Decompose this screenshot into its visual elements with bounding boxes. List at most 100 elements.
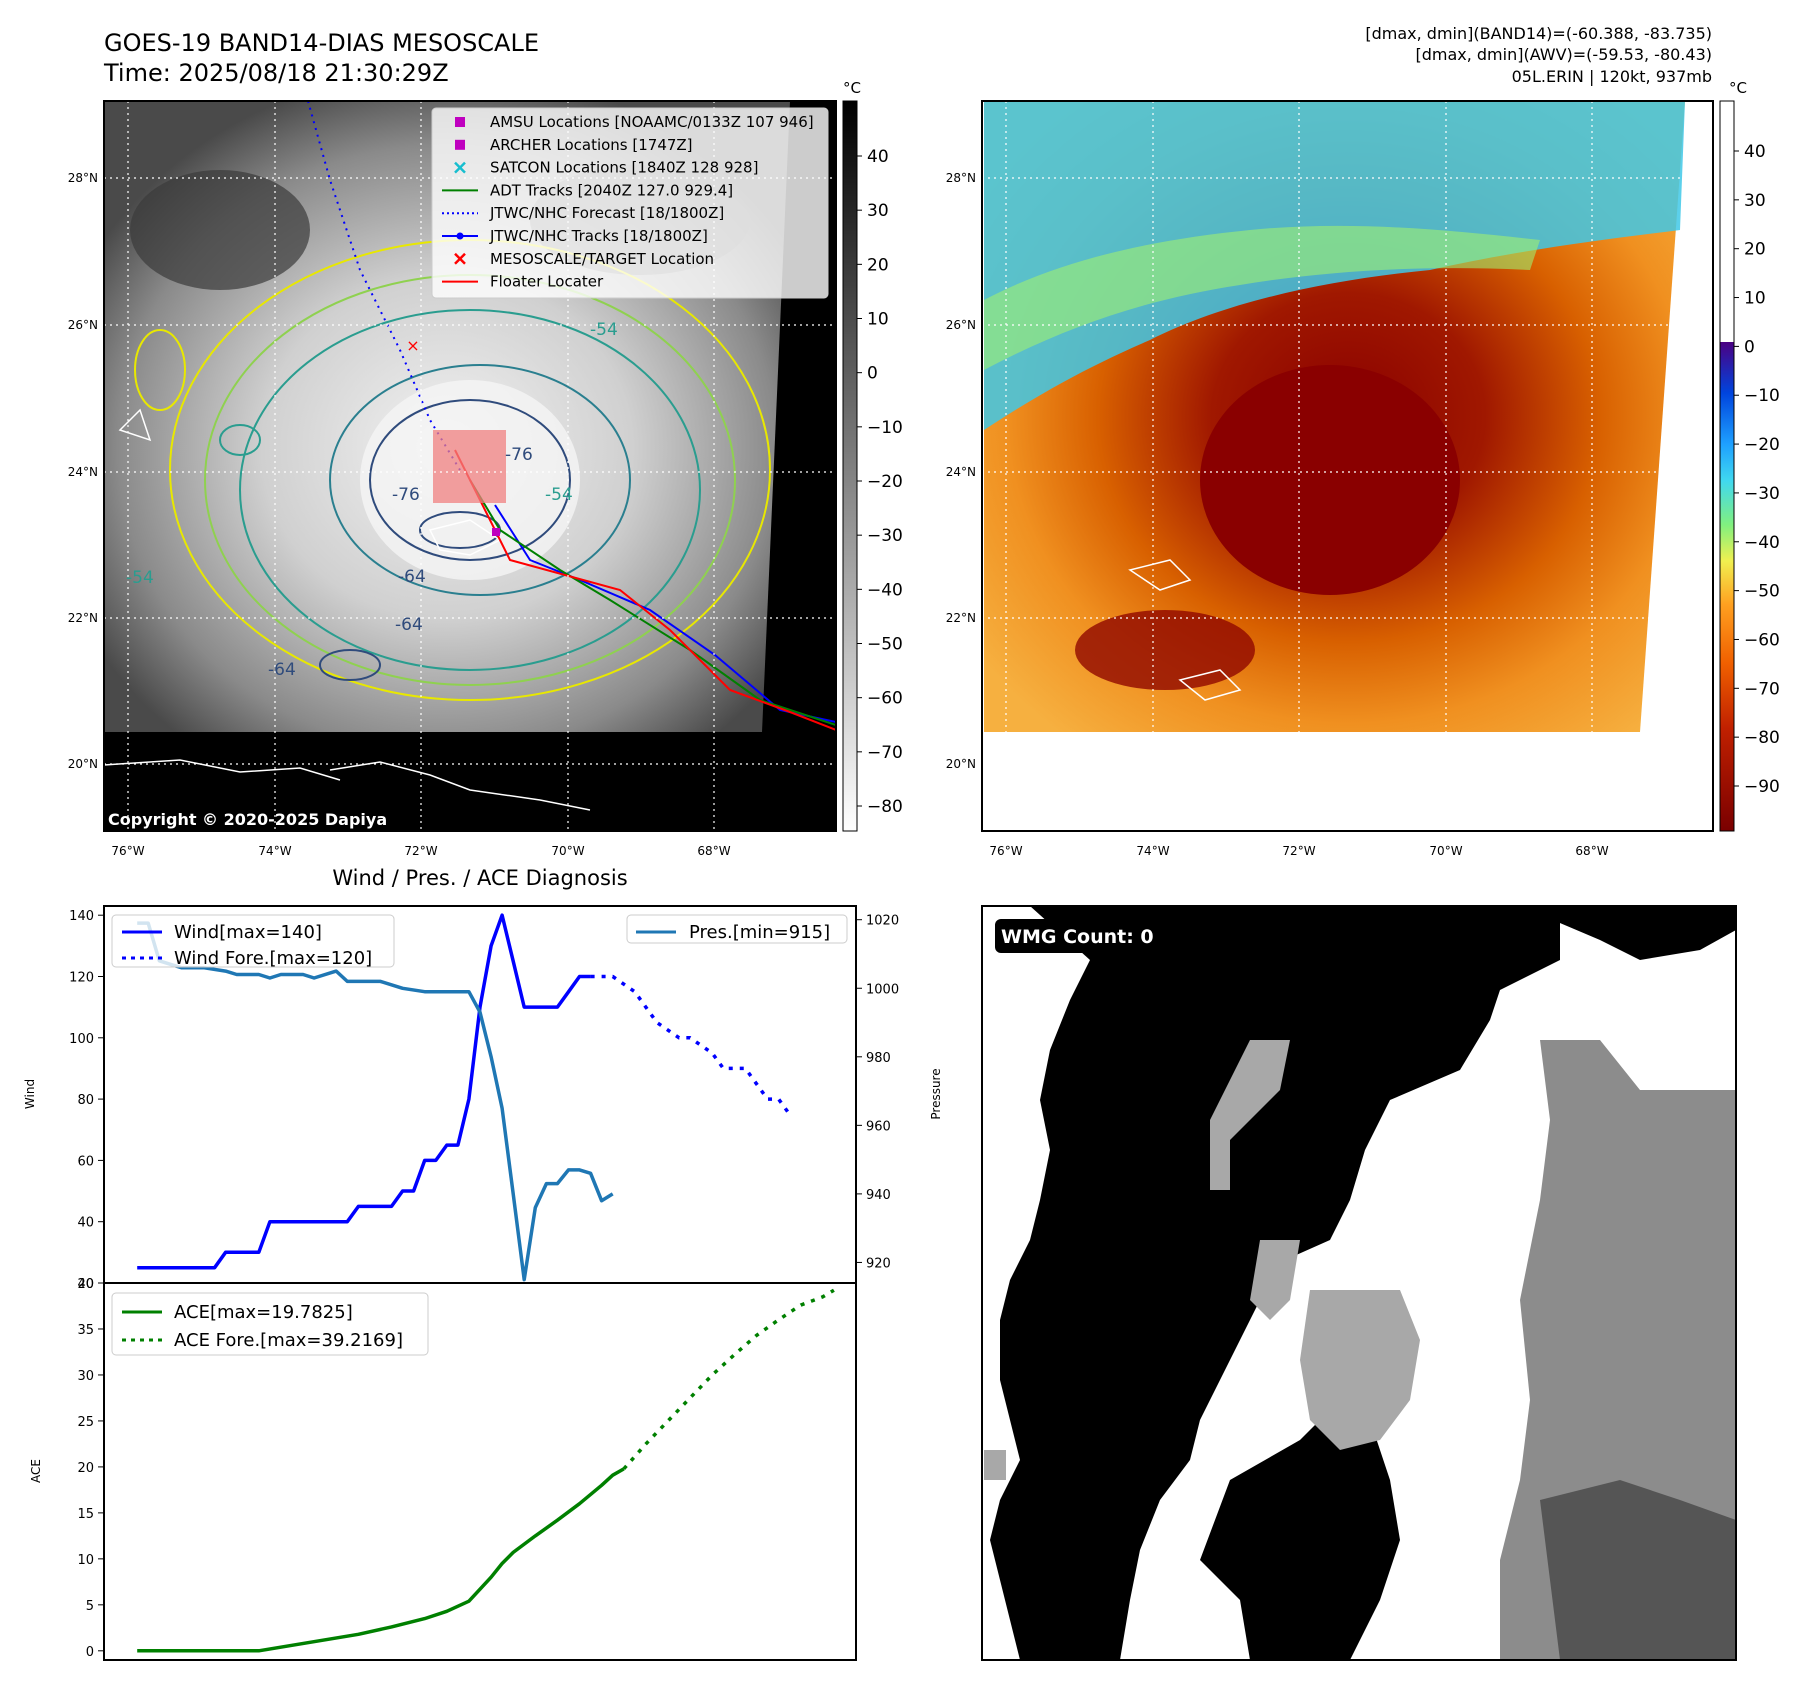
contour-label: -54 (590, 320, 618, 340)
wind-forecast-legend-label: Wind Fore.[max=120] (174, 948, 372, 969)
colorbar-tick-label: −40 (867, 580, 903, 600)
pressure-legend: Pres.[min=915] (626, 914, 848, 944)
lon-tick: 70°W (551, 844, 584, 858)
legend-label: SATCON Locations [1840Z 128 928] (490, 159, 758, 177)
colorbar-tick-label: −70 (1744, 679, 1780, 699)
info-storm: 05L.ERIN | 120kt, 937mb (1512, 67, 1712, 86)
colorbar-tick-label: −30 (867, 526, 903, 546)
legend-symbol (454, 161, 466, 174)
colorbar-tick-label: −80 (867, 797, 903, 817)
lat-tick: 26°N (68, 318, 98, 332)
lat-tick: 28°N (946, 171, 976, 185)
colorbar-tick-label: 0 (867, 364, 878, 384)
legend-label: AMSU Locations [NOAAMC/0133Z 107 946] (490, 113, 814, 131)
colorbar-unit: °C (843, 79, 861, 97)
chart-title: Wind / Pres. / ACE Diagnosis (332, 866, 627, 890)
awv-map: 76°W 74°W 72°W 70°W 68°W 28°N 26°N 24°N … (946, 100, 1714, 858)
colorbar-tick-label: −60 (1744, 630, 1780, 650)
floater-track (454, 449, 836, 731)
y-tick-label: 120 (69, 970, 94, 985)
awv-grid (982, 101, 1713, 831)
y-tick-label: 140 (69, 909, 94, 924)
colorbar-tick-label: 40 (1744, 142, 1766, 162)
contour-label: -64 (398, 567, 426, 587)
legend-symbol (455, 117, 465, 127)
contour-label: -64 (268, 660, 296, 680)
legend-label: JTWC/NHC Tracks [18/1800Z] (489, 227, 708, 245)
y-right-tick-label: 980 (866, 1051, 891, 1066)
y-tick-label: 40 (77, 1277, 94, 1292)
y-tick-label: 10 (77, 1553, 94, 1568)
y-right-tick-label: 940 (866, 1188, 891, 1203)
colorbar-tick-label: 20 (1744, 240, 1766, 260)
lat-tick: 28°N (68, 171, 98, 185)
colorbar-tick-label: 0 (1744, 337, 1755, 357)
y-tick-label: 0 (86, 1645, 94, 1660)
y-tick-label: 35 (77, 1323, 94, 1338)
y-tick-label: 60 (77, 1154, 94, 1169)
lon-tick: 72°W (1282, 844, 1315, 858)
wind-plot-area (103, 905, 857, 1284)
lon-tick: 68°W (697, 844, 730, 858)
wmg-count-label: WMG Count: 0 (1001, 926, 1154, 948)
y-right-tick-label: 960 (866, 1119, 891, 1134)
band14-map: × -76 -76 -64 -64 -64 -54 -54 -54 Copyri… (68, 100, 837, 858)
y-tick-label: 40 (77, 1216, 94, 1231)
dry-eye-region (1200, 365, 1460, 595)
awv-axis-labels: 76°W 74°W 72°W 70°W 68°W 28°N 26°N 24°N … (946, 171, 1609, 858)
y-tick-label: 25 (77, 1415, 94, 1430)
colorbar-unit: °C (1729, 79, 1747, 97)
colorbar-tick-label: −10 (1744, 386, 1780, 406)
colorbar-tick-label: −50 (867, 635, 903, 655)
figure-title: GOES-19 BAND14-DIAS MESOSCALE (104, 29, 539, 57)
y-tick-label: 5 (86, 1599, 94, 1614)
series-line (590, 974, 792, 1116)
wind-pressure-chart: Wind / Pres. / ACE Diagnosis 20406080100… (23, 866, 943, 1292)
lat-tick: 26°N (946, 318, 976, 332)
y-tick-label: 15 (77, 1507, 94, 1522)
colorbar-tick-label: −40 (1744, 533, 1780, 553)
target-marker: × (406, 336, 419, 355)
wmg-count-badge (995, 919, 1175, 953)
info-band14: [dmax, dmin](BAND14)=(-60.388, -83.735) (1365, 24, 1712, 43)
colorbar-tick-label: −60 (867, 689, 903, 709)
legend-symbol (455, 139, 465, 150)
ace-axis-label: ACE (29, 1459, 43, 1483)
colorbar-tick-label: −30 (1744, 484, 1780, 504)
lat-tick: 22°N (946, 611, 976, 625)
y-right-tick-label: 1000 (866, 982, 899, 997)
wind-legend-label: Wind[max=140] (174, 922, 322, 943)
wind-axis-label: Wind (23, 1079, 37, 1109)
band14-colorbar: °C 40 30 20 10 0 −10 −20 −30 −40 −50 −60 −70 −80 (842, 79, 903, 832)
y-tick-label: 30 (77, 1369, 94, 1384)
contour-label: -54 (545, 485, 573, 505)
ace-forecast-legend-label: ACE Fore.[max=39.2169] (174, 1330, 403, 1351)
colorbar-tick-label: 20 (867, 255, 889, 275)
legend-label: Floater Locater (490, 273, 604, 291)
y-right-tick-label: 1020 (866, 914, 899, 929)
lat-tick: 20°N (68, 757, 98, 771)
colorbar-tick-label: −10 (867, 418, 903, 438)
colorbar-tick-label: 30 (867, 201, 889, 221)
pressure-axis-label: Pressure (929, 1068, 943, 1119)
archer-marker (492, 528, 500, 536)
map-legend: AMSU Locations [NOAAMC/0133Z 107 946] ARC… (431, 107, 829, 299)
best-track (494, 504, 836, 723)
y-tick-label: 100 (69, 1032, 94, 1047)
contour-label: -64 (395, 615, 423, 635)
colorbar-tick-label: −70 (867, 743, 903, 763)
y-right-tick-label: 920 (866, 1256, 891, 1271)
legend-symbol (442, 232, 478, 240)
lon-tick: 72°W (404, 844, 437, 858)
awv-colorbar: °C 40 30 20 10 0 −10 −20 −30 −40 −50 −60 −70 −80 −90 (1719, 79, 1780, 832)
lat-tick: 24°N (946, 465, 976, 479)
lat-tick: 24°N (68, 465, 98, 479)
pressure-legend-label: Pres.[min=915] (689, 922, 830, 943)
colorbar-tick-label: −20 (1744, 435, 1780, 455)
lon-tick: 74°W (258, 844, 291, 858)
lon-tick: 70°W (1429, 844, 1462, 858)
colorbar-tick-label: −90 (1744, 777, 1780, 797)
lon-tick: 76°W (989, 844, 1022, 858)
legend-symbol (454, 252, 466, 265)
